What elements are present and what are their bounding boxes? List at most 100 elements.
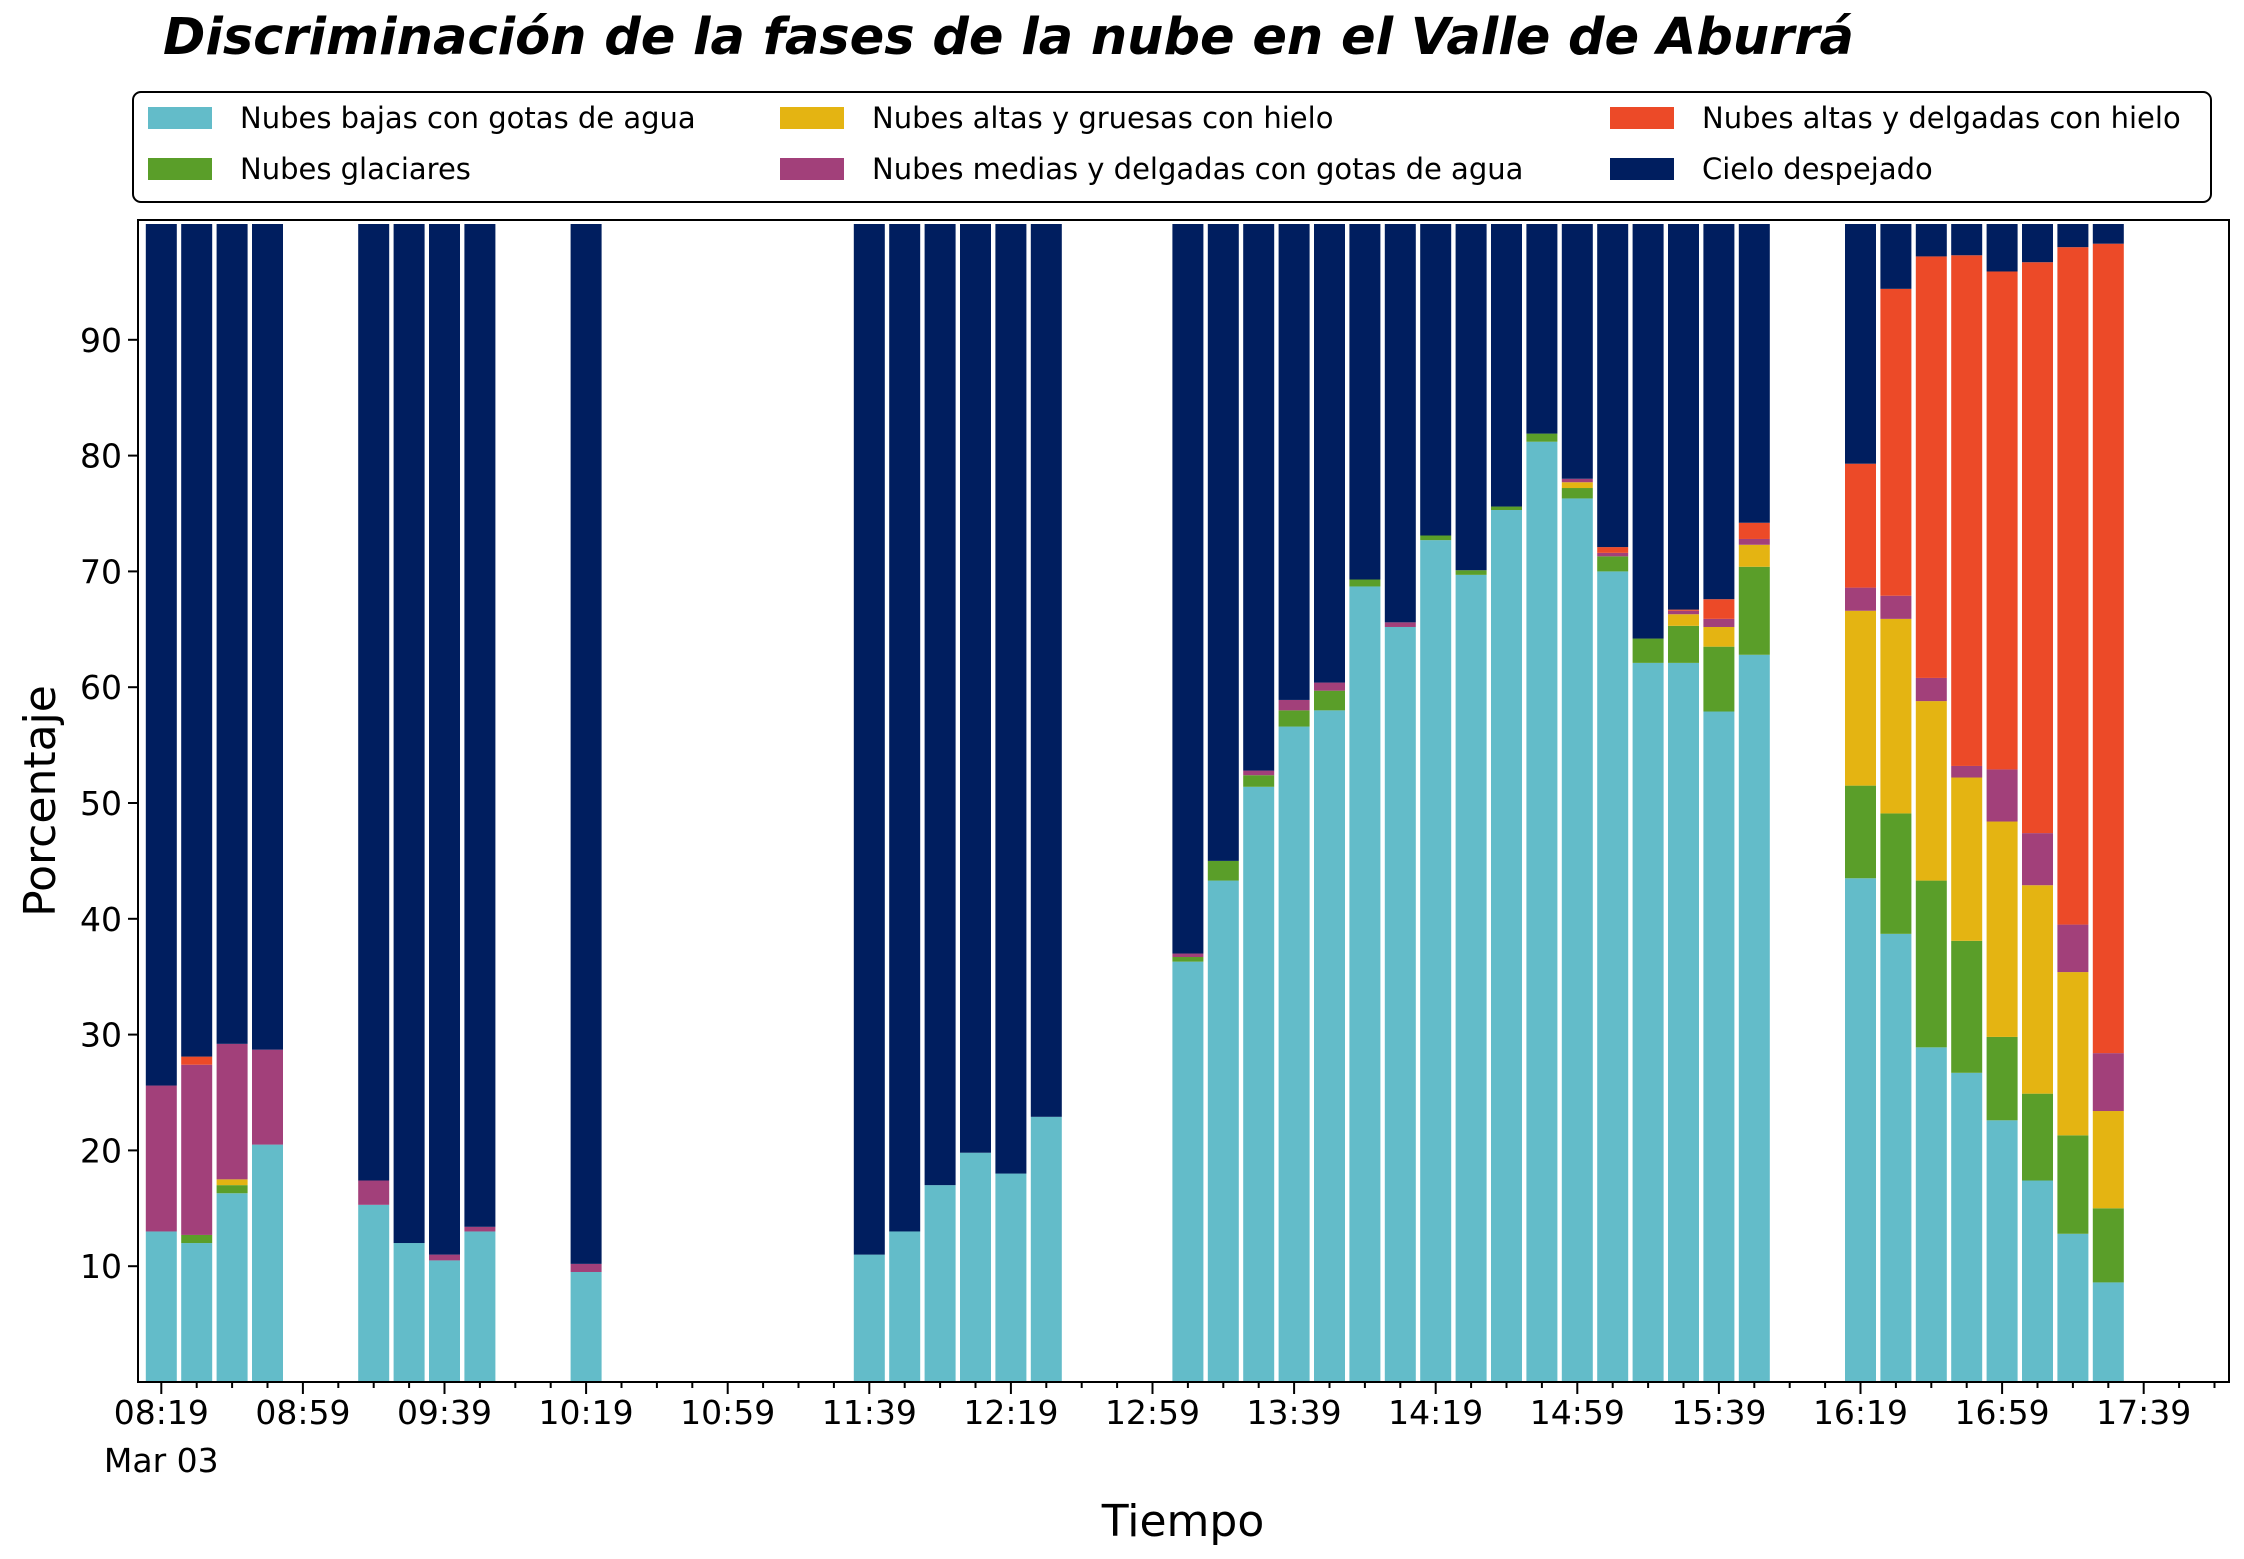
bar-segment [1668, 609, 1699, 611]
bar-segment [1880, 618, 1912, 814]
legend-label: Nubes bajas con gotas de agua [240, 101, 696, 135]
bar-segment [1278, 224, 1310, 700]
bar-segment [216, 1185, 248, 1194]
legend-item: Cielo despejado [1610, 152, 1933, 186]
bar-segment [924, 1185, 956, 1382]
x-tick-label: 14:19 [1388, 1393, 1483, 1432]
bar-segment [1703, 711, 1735, 1382]
bar-stack-1619 [1845, 224, 1876, 1382]
bar-segment [1207, 224, 1239, 861]
bar-segment [1314, 224, 1345, 683]
bar-segment [252, 1049, 283, 1145]
bar-segment [1951, 224, 1983, 256]
bar-segment [1668, 614, 1699, 626]
bar-segment [1845, 785, 1876, 879]
bar-segment [1172, 953, 1204, 958]
bar-stack-0829 [181, 224, 213, 1382]
bar-segment [960, 1152, 991, 1382]
bar-stack-1019 [570, 224, 602, 1382]
bar-stack-1229 [1030, 224, 1062, 1382]
bar-segment [2092, 1053, 2124, 1112]
bar-segment [1561, 498, 1593, 1382]
bar-segment [358, 224, 390, 1181]
bar-segment [1030, 224, 1062, 1117]
x-tick-label: 08:19 [114, 1393, 209, 1432]
bar-segment [995, 1173, 1027, 1382]
bar-segment [1278, 699, 1310, 711]
x-tick-label: 17:39 [2096, 1393, 2191, 1432]
legend-items: Nubes bajas con gotas de agua Nubes glaci… [148, 101, 2181, 186]
bar-segment [1561, 482, 1593, 489]
bar-stack-1309 [1172, 224, 1204, 1382]
bar-segment [1526, 433, 1558, 442]
bar-segment [464, 1226, 496, 1232]
bar-segment [1986, 769, 2018, 822]
bar-segment [2022, 833, 2053, 886]
bar-stack-1459 [1561, 224, 1593, 1382]
bar-stack-1209 [960, 224, 991, 1382]
bar-segment [1349, 224, 1381, 580]
bar-segment [1703, 646, 1735, 712]
bar-segment [1561, 488, 1593, 499]
bar-segment [393, 1243, 425, 1382]
legend: Nubes bajas con gotas de agua Nubes glaci… [132, 91, 2212, 203]
bar-segment [1951, 255, 1983, 766]
bar-segment [1738, 538, 1770, 545]
bar-segment [252, 224, 283, 1050]
bar-segment [2022, 1180, 2053, 1382]
bar-segment [1243, 775, 1275, 787]
bar-segment [1915, 1047, 1947, 1382]
bar-segment [1703, 626, 1735, 647]
bar-segment [1207, 860, 1239, 881]
bar-segment [1986, 1036, 2018, 1121]
bar-segment [1349, 579, 1381, 587]
y-axis: 10 20 30 40 50 60 70 80 90 [80, 321, 138, 1286]
y-tick-label: 40 [80, 900, 122, 939]
bar-stack-1319 [1207, 224, 1239, 1382]
bar-stack-1449 [1526, 224, 1558, 1382]
bar-stack-1429 [1455, 224, 1487, 1382]
x-tick-label: 11:39 [822, 1393, 917, 1432]
bar-segment [1561, 478, 1593, 483]
bar-segment [2092, 224, 2124, 244]
bar-segment [1915, 880, 1947, 1048]
y-tick-label: 90 [80, 321, 122, 360]
bar-segment [1278, 710, 1310, 727]
bar-segment [1845, 878, 1876, 1382]
bar-segment [1703, 224, 1735, 600]
bar-segment [1597, 547, 1629, 553]
bar-stack-1159 [924, 224, 956, 1382]
legend-frame [132, 91, 2212, 203]
bar-stack-1709 [2022, 224, 2053, 1382]
bar-segment [995, 224, 1027, 1174]
bar-segment [1597, 224, 1629, 548]
bar-segment [1384, 622, 1416, 627]
bar-stack-1629 [1880, 224, 1912, 1382]
bar-segment [1703, 599, 1735, 619]
bar-segment [1243, 224, 1275, 771]
bar-segment [1986, 821, 2018, 1037]
legend-swatch [1610, 158, 1674, 180]
bar-segment [1597, 552, 1629, 557]
y-tick-label: 50 [80, 784, 122, 823]
bar-segment [1632, 224, 1664, 639]
bar-segment [1384, 626, 1416, 1382]
bar-segment [1597, 556, 1629, 572]
bar-segment [1668, 610, 1699, 615]
x-tick-label: 16:19 [1813, 1393, 1908, 1432]
bar-stack-0819 [145, 224, 177, 1382]
bar-segment [181, 1064, 213, 1235]
bar-segment [1349, 586, 1381, 1382]
bar-segment [393, 224, 425, 1244]
bar-segment [145, 1231, 177, 1382]
bar-segment [181, 1243, 213, 1382]
bar-stack-0849 [252, 224, 283, 1382]
legend-item: Nubes altas y gruesas con hielo [780, 101, 1333, 135]
legend-swatch [148, 158, 212, 180]
x-date-label: Mar 03 [104, 1441, 219, 1480]
bar-segment [1668, 662, 1699, 1382]
bar-segment [889, 224, 921, 1232]
legend-label: Nubes medias y delgadas con gotas de agu… [872, 152, 1523, 186]
bar-segment [1951, 940, 1983, 1073]
bar-stack-1139 [853, 224, 885, 1382]
